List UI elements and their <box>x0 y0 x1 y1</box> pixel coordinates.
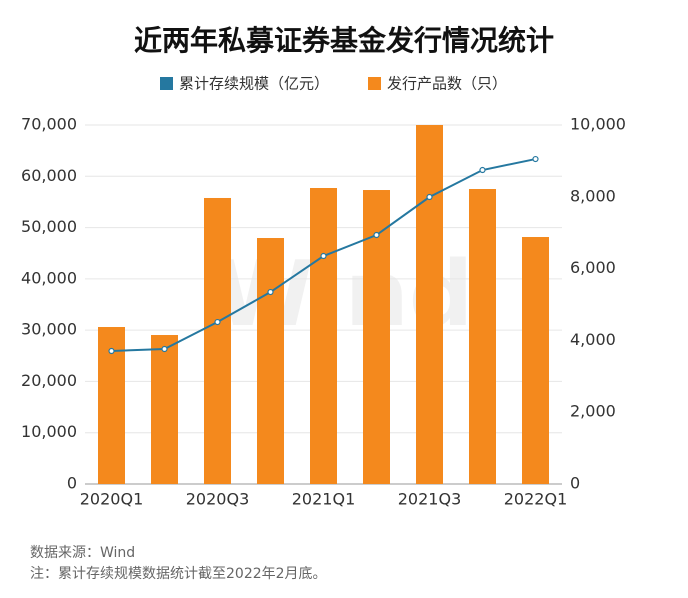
bar <box>522 237 549 484</box>
line-point <box>479 166 486 174</box>
bar <box>257 238 284 484</box>
bar <box>310 188 337 484</box>
legend-label: 累计存续规模（亿元） <box>179 75 329 93</box>
line-point <box>214 318 221 326</box>
legend-swatch <box>368 77 381 90</box>
x-tick-label: 2020Q1 <box>80 490 144 509</box>
y-tick-label: 20,000 <box>21 371 77 390</box>
y-tick-label: 10,000 <box>21 422 77 441</box>
legend-swatch <box>160 77 173 90</box>
y-tick-label: 0 <box>67 474 77 493</box>
bar <box>416 125 443 484</box>
line-point <box>161 345 168 353</box>
x-tick-label: 2021Q3 <box>398 490 462 509</box>
line-point <box>373 231 380 239</box>
line-point <box>267 288 274 296</box>
y2-tick-label: 0 <box>570 474 580 493</box>
note: 注：累计存续规模数据统计截至2022年2月底。 <box>30 565 327 582</box>
line-point <box>532 155 539 163</box>
y-tick-label: 60,000 <box>21 166 77 185</box>
line-point <box>320 252 327 260</box>
line-point <box>426 193 433 201</box>
y2-tick-label: 6,000 <box>570 258 616 277</box>
bar <box>151 335 178 484</box>
y2-tick-label: 2,000 <box>570 402 616 421</box>
x-tick-label: 2022Q1 <box>504 490 568 509</box>
y2-tick-label: 10,000 <box>570 115 626 134</box>
y-tick-label: 40,000 <box>21 268 77 287</box>
source: 数据来源：Wind <box>30 545 135 561</box>
bar <box>204 197 231 485</box>
x-tick-label: 2021Q1 <box>292 490 356 509</box>
legend-label: 发行产品数（只） <box>387 75 507 93</box>
y-tick-label: 70,000 <box>21 115 77 134</box>
y-tick-label: 50,000 <box>21 217 77 236</box>
y2-tick-label: 4,000 <box>570 330 616 349</box>
y2-tick-label: 8,000 <box>570 186 616 205</box>
y-tick-label: 30,000 <box>21 320 77 339</box>
x-tick-label: 2020Q3 <box>186 490 250 509</box>
line-point <box>108 347 115 355</box>
bar <box>469 189 496 484</box>
chart-title: 近两年私募证券基金发行情况统计 <box>134 24 554 57</box>
